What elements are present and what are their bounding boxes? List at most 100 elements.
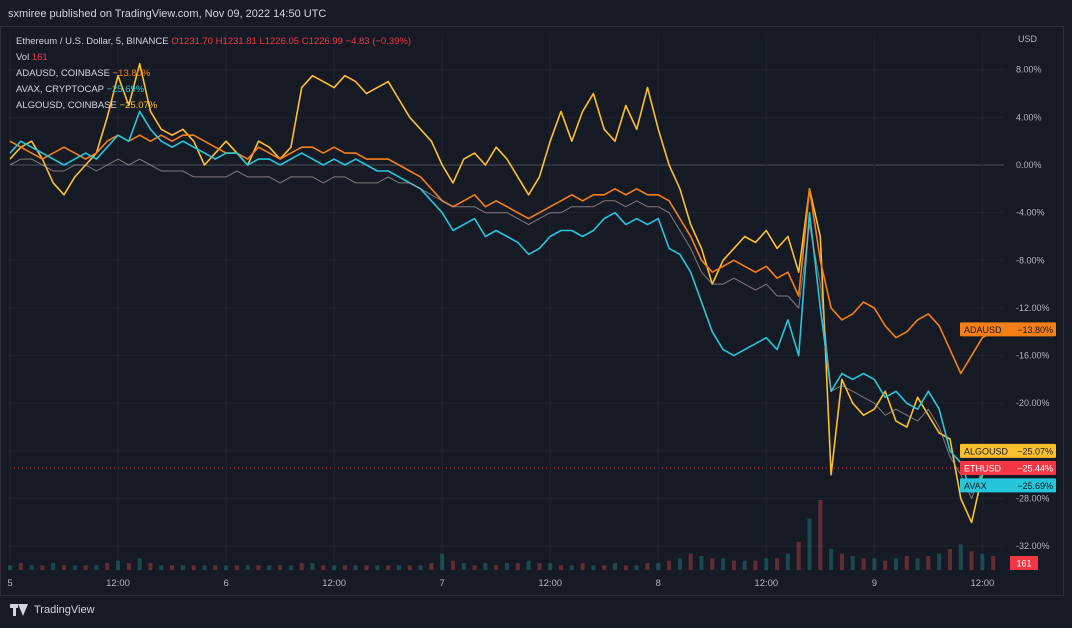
volume-bar [116, 560, 121, 570]
y-tick-label: -32.00% [1016, 541, 1050, 551]
volume-bar [645, 563, 650, 570]
publisher-caption: sxmiree published on TradingView.com, No… [8, 8, 327, 20]
price-tag-label: ADAUSD [964, 325, 1002, 335]
volume-bar [461, 563, 466, 570]
volume-bar [407, 565, 412, 570]
volume-bar [126, 563, 131, 570]
volume-bar [310, 563, 315, 570]
volume-bar [515, 563, 520, 570]
avax-legend-value: −25.69% [106, 84, 145, 95]
volume-bar [677, 558, 682, 570]
price-tag-value: −25.07% [1017, 446, 1053, 456]
price-tag-algousd: ALGOUSD −25.07% [960, 443, 1056, 458]
volume-bar [537, 563, 542, 570]
volume-bar [83, 565, 88, 570]
y-tick-label: -8.00% [1016, 255, 1045, 265]
volume-bar [148, 563, 153, 570]
x-tick-label: 12:00 [971, 578, 995, 589]
volume-bar [375, 565, 380, 570]
x-tick-label: 7 [440, 578, 445, 589]
volume-bar [969, 551, 974, 570]
volume-bar [764, 558, 769, 570]
footer-brand-name: TradingView [34, 604, 95, 616]
chart-plot[interactable]: USD 8.00% 4.00% 0.00% -4.00% -8.00% -12.00% -16… [0, 26, 1064, 596]
x-tick-label: 8 [656, 578, 661, 589]
volume-bar [591, 565, 596, 570]
volume-bar [234, 565, 239, 570]
volume-bar [980, 553, 985, 570]
volume-bar [440, 553, 445, 570]
grid-layer [9, 34, 1004, 570]
volume-bar [364, 565, 369, 570]
volume-bar [893, 558, 898, 570]
volume-bar [915, 558, 920, 570]
volume-bar [72, 565, 77, 570]
currency-label: USD [1018, 34, 1038, 44]
volume-bar [429, 563, 434, 570]
volume-bar [224, 565, 229, 570]
volume-bar [656, 563, 661, 570]
series-line-ethusd [9, 158, 994, 499]
volume-bar [170, 565, 175, 570]
volume-bar [688, 553, 693, 570]
footer-branding[interactable]: TradingView [10, 604, 95, 616]
volume-bar [526, 560, 531, 570]
volume-bar [267, 565, 272, 570]
volume-bar [818, 500, 823, 570]
volume-bar [548, 563, 553, 570]
series-line-algousd [9, 62, 994, 524]
volume-value: 161 [31, 52, 48, 63]
volume-bar [710, 558, 715, 570]
y-tick-label: -20.00% [1016, 398, 1050, 408]
volume-tag: 161 [1010, 556, 1038, 570]
volume-bar [105, 563, 110, 570]
volume-bar [991, 556, 996, 570]
ada-legend-label[interactable]: ADAUSD, COINBASE [16, 68, 110, 79]
price-tag-avax: AVAX −25.69% [960, 478, 1056, 493]
price-tag-bg [960, 461, 1056, 476]
volume-bar [634, 565, 639, 570]
volume-bar [450, 560, 455, 570]
x-tick-label: 12:00 [538, 578, 562, 589]
volume-bar [29, 565, 34, 570]
volume-bar [8, 565, 12, 570]
volume-bar [418, 565, 423, 570]
volume-bar [742, 560, 747, 570]
volume-bar [829, 549, 834, 570]
price-tag-label: ETHUSD [964, 464, 1002, 474]
volume-bar [947, 549, 952, 570]
volume-bar [332, 565, 337, 570]
volume-bar [51, 563, 56, 570]
volume-bar [245, 565, 250, 570]
volume-label[interactable]: Vol [16, 52, 30, 63]
volume-bar [904, 556, 909, 570]
volume-tag-bg [1010, 556, 1038, 570]
volume-bar [775, 558, 780, 570]
y-tick-label: -28.00% [1016, 494, 1050, 504]
volume-bar [861, 558, 866, 570]
chart-legend: Ethereum / U.S. Dollar, 5, BINANCE O1231… [16, 34, 411, 114]
volume-bar [785, 553, 790, 570]
price-tag-value: −13.80% [1017, 325, 1053, 335]
volume-bar [602, 565, 607, 570]
x-tick-label: 9 [872, 578, 877, 589]
price-tag-bg [960, 478, 1056, 493]
price-tag-label: AVAX [964, 481, 987, 491]
avax-legend-label[interactable]: AVAX, CRYPTOCAP [16, 84, 104, 95]
main-symbol-label[interactable]: Ethereum / U.S. Dollar, 5, BINANCE [16, 36, 169, 47]
volume-bar [883, 560, 888, 570]
y-tick-label: 8.00% [1016, 65, 1042, 75]
volume-tag-value: 161 [1016, 559, 1031, 569]
volume-bar [180, 565, 185, 570]
algo-legend-label[interactable]: ALGOUSD, COINBASE [16, 100, 117, 111]
volume-bar [667, 560, 672, 570]
volume-bar [613, 563, 618, 570]
volume-bar [807, 518, 812, 570]
volume-bar [386, 565, 391, 570]
volume-bar [213, 565, 218, 570]
volume-bar [321, 565, 326, 570]
chart-frame [0, 26, 1064, 596]
x-tick-label: 12:00 [322, 578, 346, 589]
volume-bar [342, 565, 347, 570]
volume-bar [753, 560, 758, 570]
